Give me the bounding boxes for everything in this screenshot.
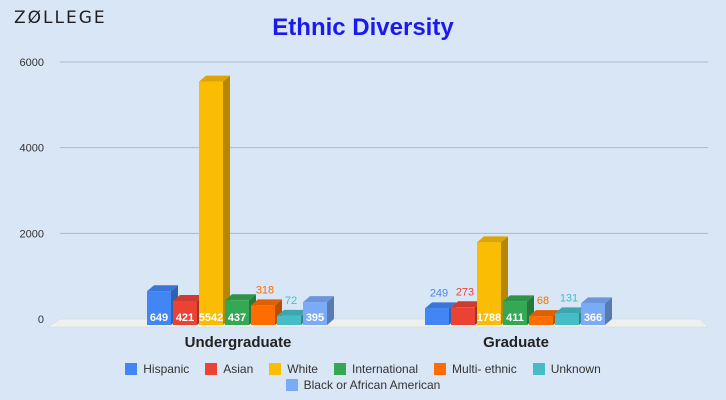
x-tick-label: Graduate: [483, 334, 549, 351]
bar: [147, 291, 171, 325]
legend-item: Asian: [205, 362, 253, 376]
y-tick-label: 4000: [20, 143, 44, 155]
data-label: 366: [584, 312, 602, 324]
bar-top: [225, 294, 256, 301]
y-tick-label: 6000: [20, 57, 44, 69]
bar-side: [223, 75, 230, 325]
data-label: 5542: [199, 312, 223, 324]
data-label: 249: [430, 287, 448, 299]
legend-swatch: [285, 379, 298, 391]
bar-top: [277, 309, 308, 316]
legend-label: Hispanic: [143, 362, 190, 376]
bar-top: [251, 299, 282, 306]
data-label: 273: [456, 286, 474, 298]
bar-top: [303, 296, 334, 303]
legend-row: Black or African American: [0, 378, 726, 392]
bar: [529, 316, 553, 325]
legend-item: White: [269, 362, 318, 376]
legend-label: International: [351, 362, 419, 376]
data-label: 437: [228, 312, 246, 324]
x-tick-label: Undergraduate: [185, 334, 292, 351]
bar-top: [173, 294, 204, 301]
bar: [581, 303, 605, 325]
data-label: 1788: [477, 312, 501, 324]
bar: [555, 313, 579, 325]
bar: [173, 300, 197, 325]
legend-swatch: [269, 363, 282, 375]
data-label: 72: [285, 295, 297, 307]
bar: [199, 81, 223, 325]
data-label: 411: [506, 312, 524, 324]
legend-swatch: [205, 363, 218, 375]
bar: [451, 307, 475, 325]
bar: [303, 302, 327, 325]
brand-logo: ZØLLEGE: [14, 8, 107, 28]
bar-top: [555, 307, 586, 314]
bar-side: [327, 296, 334, 325]
bar: [277, 315, 301, 325]
data-label: 318: [256, 284, 274, 296]
bar: [477, 242, 501, 325]
legend-label: Black or African American: [303, 378, 441, 392]
chart-legend: Hispanic Asian White International Multi- et…: [0, 362, 726, 394]
legend-item: Multi- ethnic: [434, 362, 517, 376]
legend-label: Asian: [223, 362, 254, 376]
data-label: 649: [150, 312, 168, 324]
bar: [225, 300, 249, 325]
bar: [503, 301, 527, 325]
bar-top: [147, 285, 178, 292]
legend-label: Unknown: [550, 362, 601, 376]
bar-top: [199, 75, 230, 82]
chart-title: Ethnic Diversity: [272, 14, 454, 41]
y-tick-label: 2000: [20, 228, 44, 240]
y-tick-label: 0: [38, 314, 44, 326]
data-label: 395: [306, 312, 324, 324]
bar-top: [581, 297, 612, 304]
data-label: 131: [560, 292, 578, 304]
legend-row: Hispanic Asian White International Multi- et…: [0, 362, 726, 376]
bar-top: [477, 236, 508, 243]
data-label: 68: [537, 295, 549, 307]
legend-label: Multi- ethnic: [452, 362, 517, 376]
legend-swatch: [532, 363, 545, 375]
bar-top: [503, 295, 534, 302]
legend-swatch: [434, 363, 447, 375]
bar: [251, 305, 275, 325]
data-label: 421: [176, 312, 194, 324]
bar-side: [605, 297, 612, 325]
legend-item: International: [333, 362, 419, 376]
legend-item: Unknown: [532, 362, 601, 376]
legend-item: Black or African American: [285, 378, 441, 392]
bar: [425, 308, 449, 325]
legend-swatch: [333, 363, 346, 375]
legend-swatch: [125, 363, 138, 375]
bar-top: [425, 302, 456, 309]
bar-top: [529, 310, 560, 317]
legend-item: Hispanic: [125, 362, 189, 376]
bar-top: [451, 301, 482, 308]
legend-label: White: [287, 362, 318, 376]
